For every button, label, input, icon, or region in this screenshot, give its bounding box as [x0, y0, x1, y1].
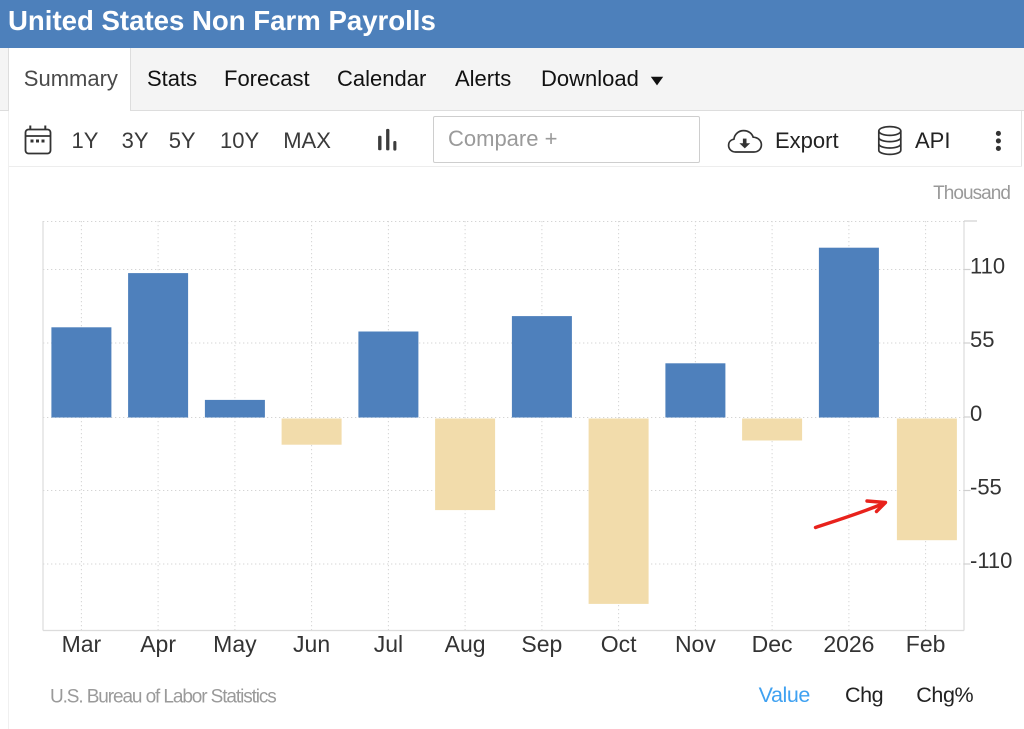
- svg-text:Feb: Feb: [906, 631, 946, 657]
- svg-text:110: 110: [970, 254, 1005, 279]
- svg-text:Jun: Jun: [293, 631, 330, 657]
- svg-text:May: May: [213, 631, 257, 657]
- svg-text:Oct: Oct: [601, 631, 637, 657]
- svg-text:Chg: Chg: [845, 683, 883, 707]
- svg-text:0: 0: [970, 401, 982, 426]
- svg-text:Dec: Dec: [752, 631, 793, 657]
- svg-text:Chg%: Chg%: [916, 683, 973, 707]
- svg-text:Thousand: Thousand: [933, 183, 1010, 204]
- svg-text:55: 55: [970, 327, 994, 352]
- svg-text:Value: Value: [759, 683, 810, 707]
- svg-text:2026: 2026: [823, 631, 874, 657]
- svg-text:Aug: Aug: [445, 631, 486, 657]
- svg-text:U.S. Bureau of Labor Statistic: U.S. Bureau of Labor Statistics: [50, 687, 276, 708]
- svg-text:-55: -55: [970, 474, 1002, 499]
- svg-text:Sep: Sep: [521, 631, 562, 657]
- svg-text:Apr: Apr: [140, 631, 176, 657]
- svg-text:-110: -110: [970, 548, 1012, 573]
- svg-text:Nov: Nov: [675, 631, 716, 657]
- svg-text:Mar: Mar: [62, 631, 102, 657]
- svg-text:Jul: Jul: [374, 631, 403, 657]
